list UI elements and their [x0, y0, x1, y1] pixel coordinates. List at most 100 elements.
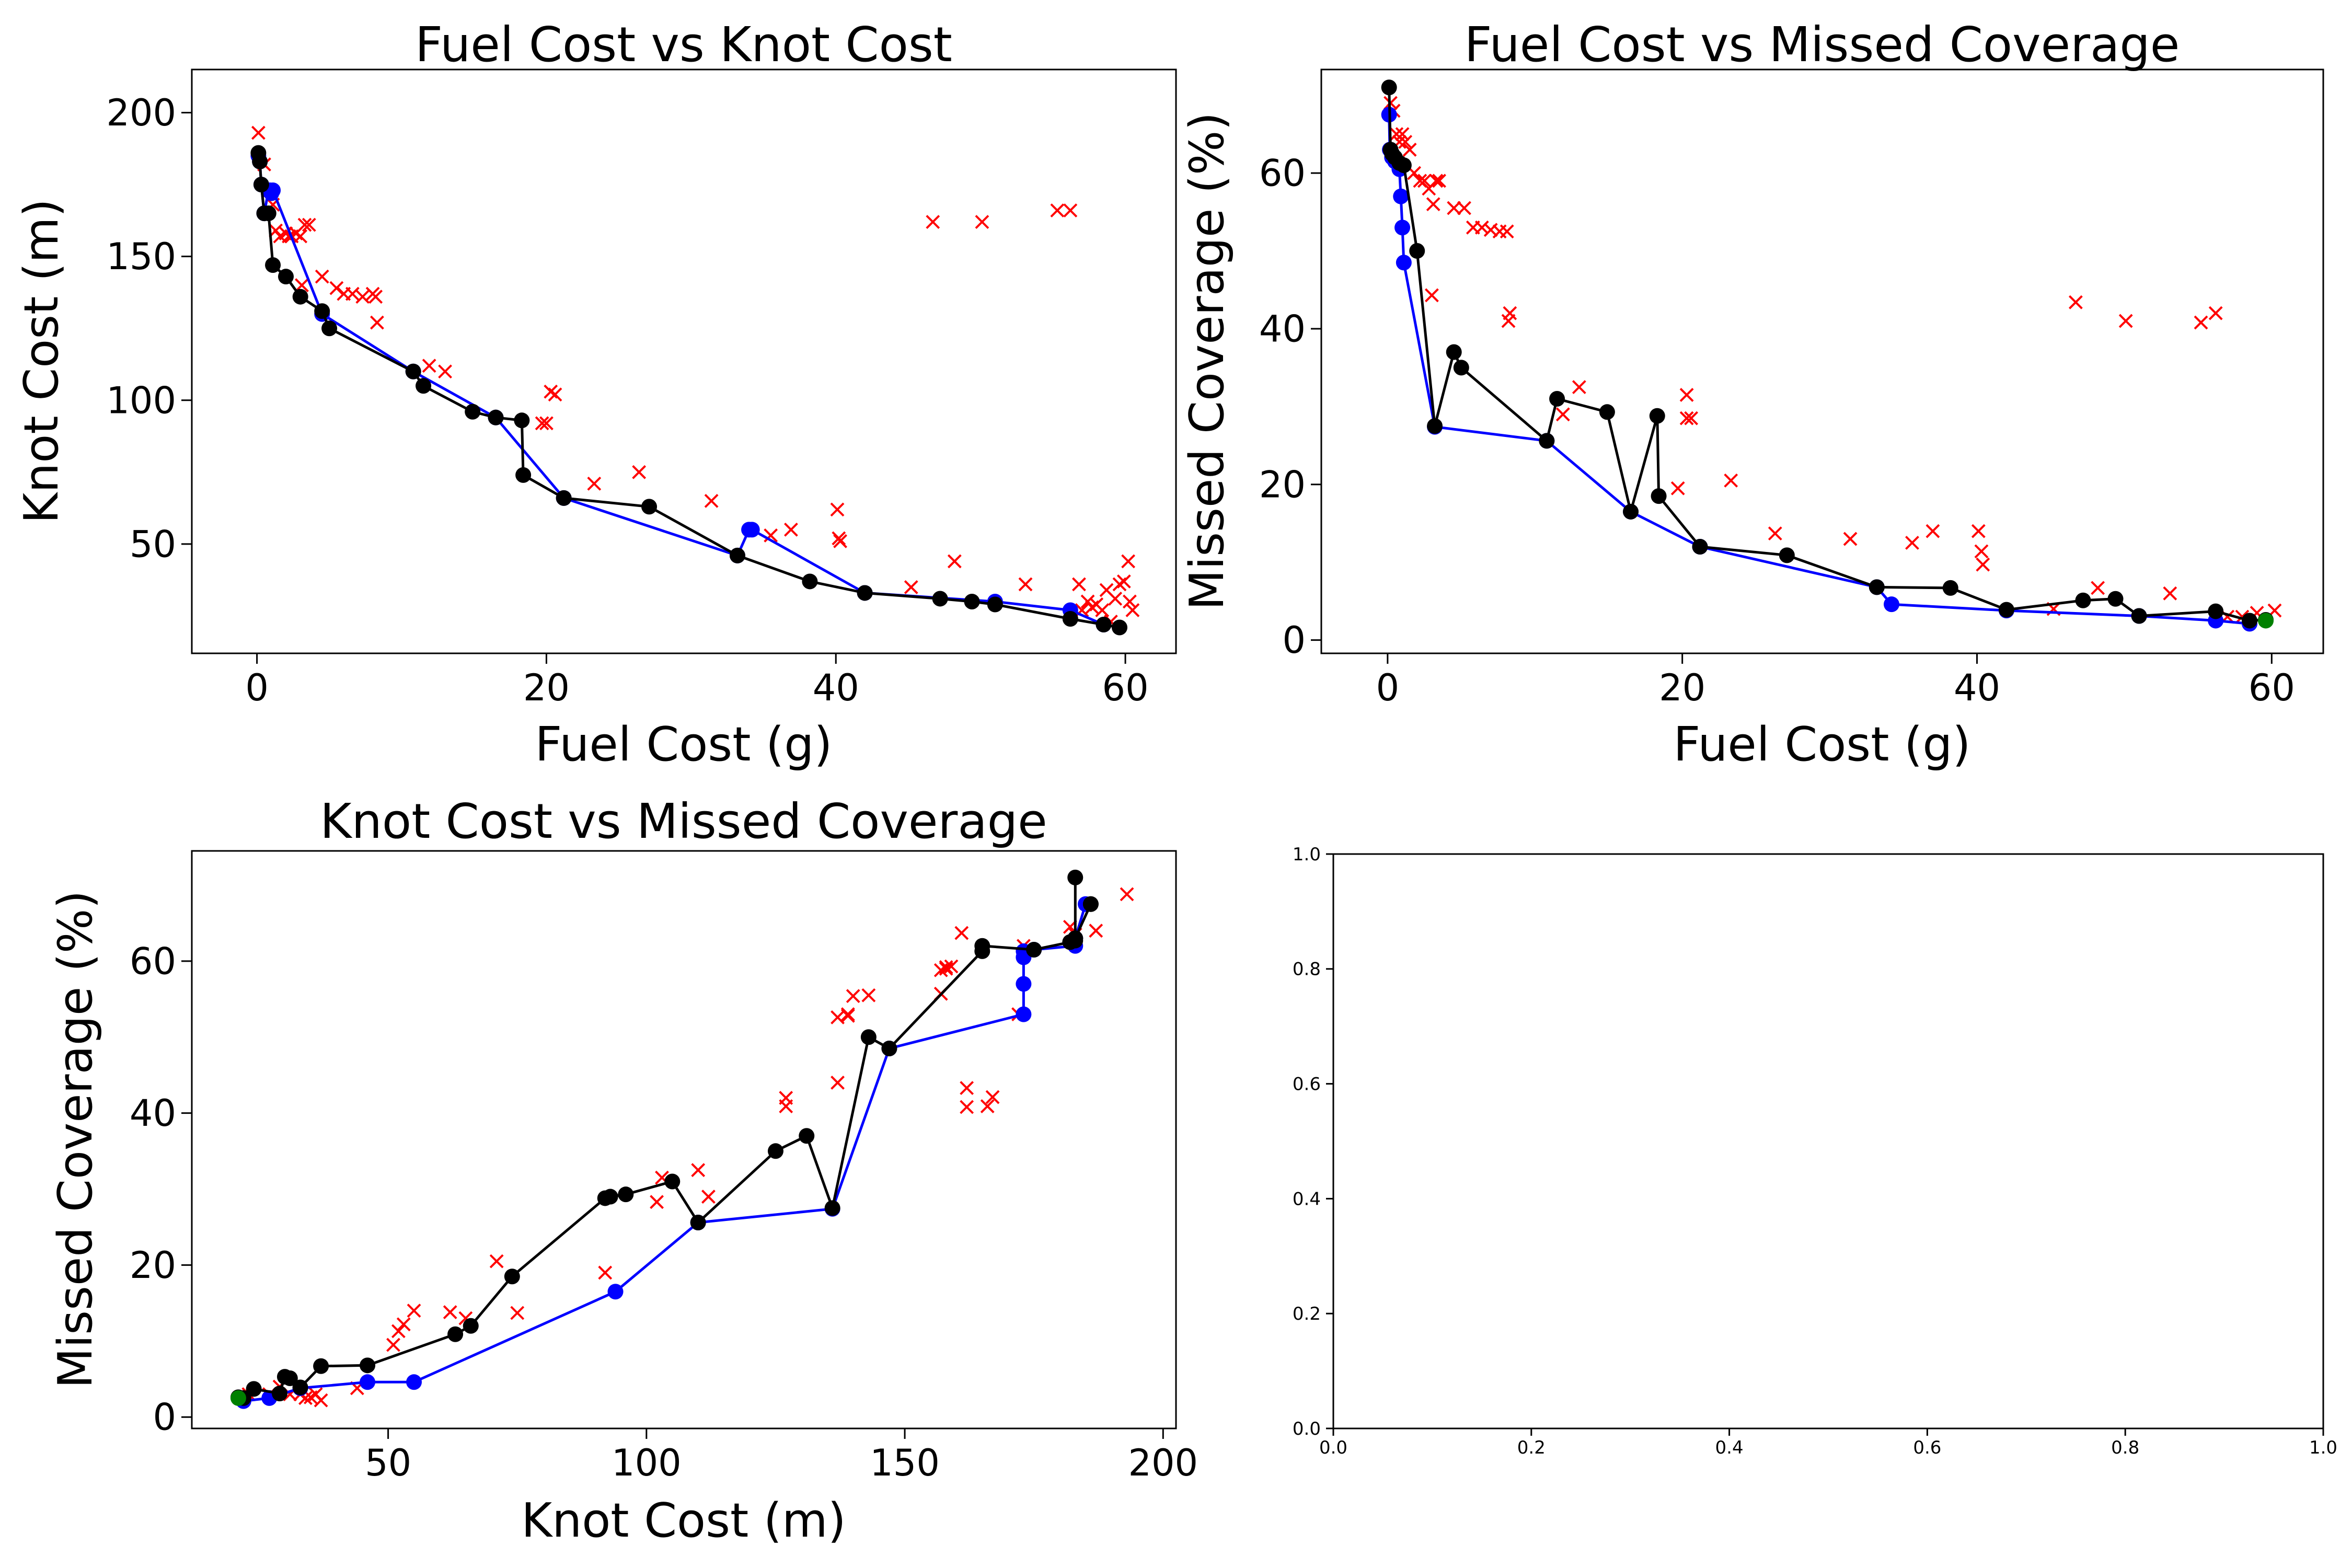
x-tick-label: 0.8 — [2111, 1437, 2139, 1458]
data-point — [253, 177, 269, 193]
data-point — [488, 409, 504, 425]
data-point — [704, 493, 719, 508]
data-point — [1457, 201, 1471, 215]
y-tick-label: 0.8 — [1293, 959, 1321, 980]
data-point — [960, 1081, 974, 1096]
data-point — [1779, 547, 1795, 563]
panel-fuel-vs-knot: Fuel Cost vs Knot Cost Fuel Cost (g) Kno… — [14, 17, 1177, 772]
data-point — [1050, 203, 1065, 218]
data-point — [514, 412, 530, 429]
data-point — [701, 1190, 716, 1204]
axes-frame — [1332, 853, 2324, 1429]
series-2 — [250, 145, 1128, 636]
data-point — [1869, 579, 1885, 595]
data-point — [1926, 524, 1940, 538]
data-point — [302, 217, 316, 232]
data-point — [548, 387, 562, 402]
x-axis-label: Knot Cost (m) — [521, 1493, 846, 1548]
data-point — [587, 476, 602, 491]
data-point — [1883, 596, 1899, 613]
y-tick-label: 100 — [106, 379, 176, 422]
data-point — [314, 303, 330, 319]
data-point — [1998, 602, 2014, 618]
data-point — [985, 1090, 1000, 1104]
data-point — [607, 1284, 624, 1300]
data-point — [406, 1374, 422, 1390]
data-point — [2242, 613, 2258, 629]
x-tick-label: 0.6 — [1913, 1437, 1941, 1458]
data-point — [802, 573, 818, 590]
series-0 — [251, 125, 1140, 629]
data-point — [1942, 580, 1958, 596]
x-tick-label: 40 — [813, 666, 859, 709]
data-point — [926, 215, 940, 229]
data-point — [1067, 869, 1083, 885]
data-point — [405, 363, 421, 379]
data-point — [416, 378, 432, 394]
y-tick-label: 150 — [106, 235, 176, 278]
data-point — [1976, 557, 1990, 572]
y-axis-ticks: 0 20 40 60 — [130, 940, 192, 1439]
data-point — [1724, 473, 1738, 488]
data-point — [840, 1007, 855, 1022]
data-point — [1549, 390, 1565, 407]
data-point — [396, 1317, 411, 1332]
series-3 — [230, 1390, 246, 1406]
data-point — [975, 215, 989, 229]
data-point — [278, 269, 294, 285]
data-point — [447, 1326, 464, 1342]
data-point — [1016, 976, 1032, 992]
data-point — [1651, 488, 1667, 504]
data-point — [799, 1128, 815, 1144]
data-point — [824, 1200, 840, 1216]
x-axis-ticks: 0 20 40 60 — [1376, 653, 2295, 709]
data-point — [1398, 135, 1413, 149]
data-point — [947, 554, 962, 569]
data-point — [556, 490, 572, 506]
data-point — [598, 1265, 613, 1280]
data-point — [282, 1370, 298, 1387]
y-tick-label: 1.0 — [1293, 844, 1321, 865]
data-point — [1120, 887, 1134, 902]
data-point — [846, 989, 860, 1004]
data-point — [954, 926, 969, 940]
data-point — [1063, 203, 1078, 218]
panel-title: Fuel Cost vs Missed Coverage — [1465, 17, 2180, 73]
y-axis-ticks: 50 100 150 200 — [106, 91, 192, 566]
data-point — [944, 959, 959, 974]
data-point — [251, 125, 266, 140]
data-point — [1108, 592, 1123, 606]
y-tick-label: 200 — [106, 91, 176, 134]
x-tick-label: 40 — [1954, 666, 2000, 709]
data-point — [515, 467, 532, 483]
data-point — [664, 1173, 681, 1190]
data-point — [438, 364, 453, 379]
data-point — [691, 1163, 706, 1178]
data-point — [1395, 127, 1410, 142]
data-point — [1381, 79, 1397, 96]
x-tick-label: 0 — [1376, 666, 1400, 709]
data-point — [1843, 532, 1858, 546]
data-point — [1121, 554, 1136, 569]
data-point — [2208, 306, 2223, 320]
data-point — [329, 281, 344, 295]
data-point — [1684, 411, 1699, 425]
data-point — [1026, 942, 1042, 958]
data-point — [230, 1390, 246, 1406]
data-point — [1447, 201, 1461, 215]
x-tick-label: 150 — [870, 1442, 940, 1484]
data-point — [1679, 411, 1694, 425]
y-tick-label: 40 — [130, 1092, 176, 1135]
x-tick-label: 200 — [1128, 1442, 1198, 1484]
data-point — [729, 547, 745, 563]
data-point — [1679, 388, 1694, 402]
data-point — [292, 289, 308, 305]
y-tick-label: 0.2 — [1293, 1304, 1321, 1324]
data-point — [260, 205, 276, 222]
data-point — [1396, 255, 1412, 271]
data-point — [313, 1358, 329, 1374]
data-point — [1018, 577, 1033, 592]
y-axis-ticks: 0.0 0.2 0.4 0.6 0.8 1.0 — [1293, 844, 1333, 1439]
data-point — [272, 1386, 288, 1402]
